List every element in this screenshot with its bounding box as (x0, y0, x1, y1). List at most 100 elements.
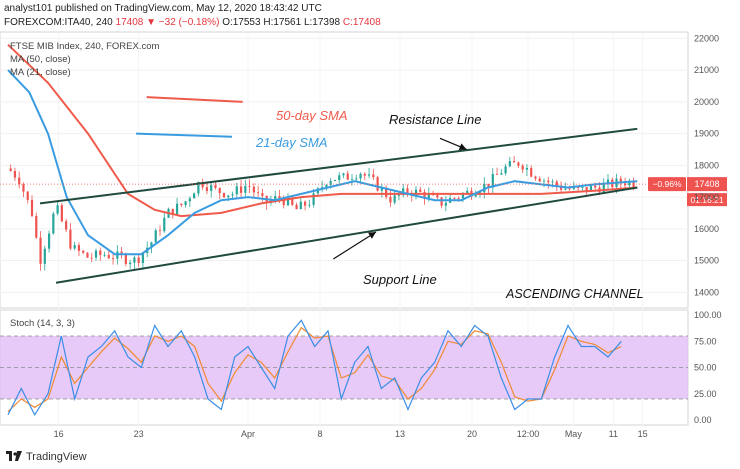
candle-body (235, 186, 238, 195)
candle-body (483, 183, 486, 193)
candle-body (530, 167, 533, 177)
candle-body (474, 194, 477, 197)
candle-body (86, 252, 89, 258)
candle-body (124, 254, 127, 264)
candle-body (355, 178, 358, 180)
candle-body (141, 252, 145, 264)
candle-body (291, 197, 294, 205)
stoch-tick-label: 100.00 (694, 310, 722, 320)
candle-body (295, 204, 298, 210)
candle-body (367, 174, 371, 176)
candle-body (385, 187, 388, 197)
ma21-sample-line (135, 132, 233, 138)
candle-body (52, 213, 55, 234)
candle-body (257, 192, 260, 194)
candle-body (346, 173, 349, 180)
candle-body (380, 187, 383, 191)
time-tick-label: 13 (395, 429, 405, 439)
low-value: L:17398 (303, 17, 341, 28)
tradingview-brand[interactable]: TradingView (26, 451, 87, 463)
candle-body (427, 193, 430, 199)
candle-body (504, 166, 507, 174)
time-tick-label: May (565, 429, 583, 439)
candle-body (500, 173, 503, 175)
candle-body (227, 195, 230, 198)
candle-body (606, 179, 610, 184)
candle-body (303, 201, 307, 206)
candle-body (350, 179, 354, 180)
time-tick-label: 20 (467, 429, 477, 439)
candle-body (457, 198, 460, 199)
open-value: O:17553 (222, 17, 261, 28)
tradingview-logo-icon[interactable] (6, 451, 22, 463)
candle-body (461, 193, 465, 199)
legend-ma50: MA (50, close) (10, 54, 71, 65)
candle-body (508, 161, 511, 167)
candle-body (43, 248, 46, 264)
candle-body (133, 257, 136, 263)
candle-body (551, 181, 554, 183)
candle-body (205, 187, 209, 191)
last-price: 17408 (115, 17, 144, 28)
candle-body (90, 257, 93, 259)
resistance-label: Resistance Line (389, 112, 482, 127)
candle-body (274, 196, 277, 201)
price-pane-frame (0, 31, 689, 309)
candle-body (252, 186, 255, 193)
ma50-line (7, 43, 638, 218)
symbol: FOREXCOM:ITA40, 240 (4, 17, 113, 28)
candle-body (372, 174, 375, 178)
chart-header: analyst101 published on TradingView.com,… (0, 0, 740, 32)
price-chart[interactable]: −0.96% 17408 01:16:21 50-day SMA 21-day SMA R… (0, 0, 740, 446)
time-tick-label: Apr (241, 429, 255, 439)
stoch-k-line (7, 319, 622, 417)
ma50-sample-line (146, 96, 243, 103)
candle-body (376, 177, 379, 191)
price-tick-label: 15000 (694, 256, 719, 266)
candle-body (568, 188, 571, 190)
candle-body (120, 251, 123, 255)
candle-body (103, 254, 106, 256)
indicator-lines (0, 43, 648, 417)
candle-body (39, 237, 42, 264)
price-tick-label: 18000 (694, 160, 719, 170)
change-badge-text: −0.96% (652, 179, 682, 189)
candle-body (9, 168, 12, 171)
price-tick-label: 20000 (694, 97, 719, 107)
candle-body (333, 179, 337, 181)
candle-body (231, 194, 234, 196)
candle-body (585, 187, 588, 192)
legend-ma21: MA (21, close) (10, 67, 71, 78)
candle-body (218, 187, 221, 194)
candle-body (525, 167, 529, 170)
candle-body (453, 198, 456, 199)
ma50-label: 50-day SMA (276, 108, 348, 123)
candle-body (321, 187, 324, 189)
axes: 14000 15000 16000 17000 18000 19000 20000 21000… (54, 33, 722, 439)
candle-body (495, 173, 499, 175)
price-tick-label: 21000 (694, 65, 719, 75)
price-tick-label: 19000 (694, 129, 719, 139)
high-value: H:17561 (263, 17, 302, 28)
stoch-tick-label: 0.00 (694, 415, 712, 425)
candle-body (175, 203, 179, 215)
stoch-band (0, 335, 688, 400)
candle-body (325, 184, 328, 188)
candle-body (628, 180, 631, 186)
change-badge (648, 177, 686, 192)
ma21-label: 21-day SMA (255, 135, 328, 150)
stoch-tick-label: 50.00 (694, 363, 717, 373)
candle-body (163, 217, 166, 232)
candle-body (150, 242, 153, 248)
candle-body (547, 180, 550, 183)
resistance-line (39, 127, 638, 205)
candle-body (555, 181, 558, 186)
time-tick-label: 15 (638, 429, 648, 439)
candle-body (440, 197, 443, 206)
chart-legend: FTSE MIB Index, 240, FOREX.com MA (50, c… (10, 40, 159, 79)
candle-body (359, 173, 362, 179)
publisher-line: analyst101 published on TradingView.com,… (4, 3, 322, 14)
candle-body (594, 185, 597, 188)
candle-body (363, 173, 366, 176)
candlesticks (9, 156, 635, 271)
